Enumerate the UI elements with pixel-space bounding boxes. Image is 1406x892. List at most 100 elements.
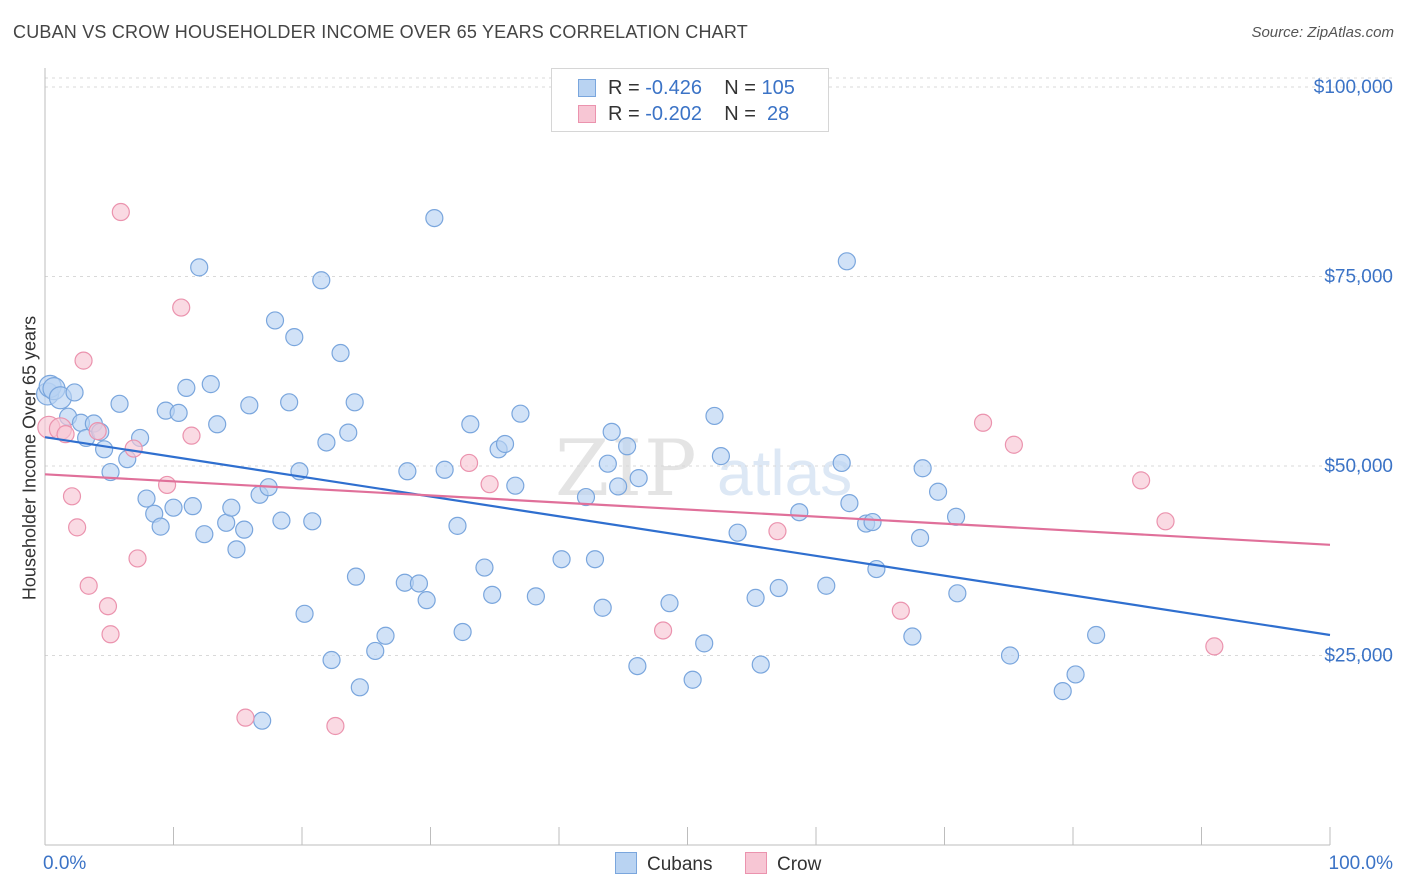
- cubans-point: [183, 497, 202, 516]
- cubans-point: [235, 520, 254, 539]
- cubans-point: [790, 503, 809, 522]
- cubans-point: [817, 576, 836, 595]
- legend-r-value-cubans: -0.426: [645, 77, 702, 99]
- cubans-point: [629, 469, 648, 488]
- cubans-point: [602, 422, 621, 441]
- cubans-points: [35, 208, 1106, 730]
- cubans-point: [65, 383, 84, 402]
- cubans-point: [285, 328, 304, 347]
- y-tick-label: $50,000: [1324, 456, 1393, 477]
- stats-legend: R = -0.426 N = 105 R = -0.202 N = 28: [551, 68, 829, 132]
- cubans-point: [253, 711, 272, 730]
- cubans-point: [303, 512, 322, 531]
- crow-point: [1205, 637, 1224, 656]
- cubans-point: [425, 208, 444, 228]
- crow-trend-line: [44, 473, 1331, 546]
- crow-point: [236, 708, 255, 727]
- cubans-point: [417, 591, 436, 610]
- crow-point: [653, 621, 673, 640]
- crow-point: [891, 601, 910, 620]
- crow-point: [68, 518, 87, 537]
- cubans-point: [593, 598, 612, 617]
- crow-point: [88, 422, 107, 441]
- crow-point: [62, 487, 82, 506]
- crow-point: [973, 413, 993, 432]
- cubans-point: [435, 460, 454, 479]
- cubans-point: [208, 415, 227, 434]
- cubans-point: [928, 482, 948, 501]
- cubans-point: [227, 540, 246, 559]
- cubans-point: [312, 271, 331, 290]
- cubans-point: [585, 550, 605, 569]
- crow-legend-swatch: [745, 852, 767, 874]
- crow-point: [98, 597, 118, 616]
- cubans-point: [903, 627, 922, 646]
- legend-row-cubans: R = -0.426 N = 105: [578, 77, 795, 99]
- crow-point: [111, 202, 130, 222]
- cubans-point: [840, 494, 859, 513]
- legend-n-value-cubans: 105: [761, 77, 795, 99]
- cubans-point: [1053, 682, 1072, 701]
- cubans-point: [769, 578, 788, 598]
- crow-point: [1132, 471, 1151, 490]
- cubans-point: [495, 434, 515, 454]
- crow-point: [1156, 512, 1175, 531]
- crow-point: [128, 549, 147, 568]
- cubans-point: [222, 498, 241, 517]
- cubans-point: [683, 670, 702, 689]
- cubans-point: [526, 587, 545, 606]
- cubans-point: [272, 511, 291, 530]
- cubans-point: [1066, 665, 1085, 684]
- cubans-point: [511, 404, 530, 423]
- cubans-point: [280, 393, 299, 412]
- cubans-point: [350, 678, 369, 697]
- cubans-point: [751, 655, 770, 674]
- cubans-point: [331, 343, 350, 363]
- cubans-point: [265, 311, 285, 330]
- cubans-point: [339, 423, 358, 442]
- cubans-point: [628, 657, 647, 676]
- legend-n-label-cubans: N =: [724, 77, 762, 99]
- cubans-point: [137, 489, 156, 508]
- crow-legend-label: Crow: [777, 854, 822, 875]
- crow-point: [157, 475, 177, 495]
- crow-point: [768, 522, 787, 541]
- cubans-point: [695, 634, 714, 653]
- cubans-point: [398, 462, 417, 481]
- cubans-point: [746, 588, 765, 607]
- cubans-point: [660, 594, 679, 613]
- y-tick-label: $25,000: [1324, 645, 1393, 666]
- cubans-point: [177, 378, 196, 397]
- source-label: Source: ZipAtlas.com: [1251, 24, 1394, 41]
- crow-point: [124, 439, 143, 458]
- crow-point: [79, 576, 98, 595]
- cubans-legend-swatch: [615, 852, 637, 874]
- cubans-point: [409, 574, 429, 593]
- cubans-point: [345, 393, 364, 412]
- cubans-point: [948, 584, 967, 603]
- cubans-point: [705, 406, 724, 426]
- crow-point: [480, 475, 499, 494]
- legend-r-label-cubans: R =: [608, 77, 646, 99]
- cubans-point: [711, 447, 731, 466]
- cubans-point: [322, 650, 341, 670]
- legend-r-value-crow: -0.202: [645, 103, 702, 125]
- crow-points: [37, 202, 1224, 736]
- y-tick-label: $75,000: [1324, 266, 1393, 287]
- cubans-point: [475, 558, 494, 577]
- cubans-point: [110, 394, 129, 413]
- legend-r-label-crow: R =: [608, 103, 646, 125]
- cubans-point: [376, 626, 395, 645]
- x-tick-label-min: 0.0%: [43, 853, 86, 874]
- cubans-point: [151, 517, 170, 536]
- x-tick-label-max: 100.0%: [1329, 853, 1394, 874]
- cubans-point: [867, 559, 886, 579]
- cubans-point: [453, 622, 472, 642]
- crow-point: [101, 625, 120, 644]
- cubans-point: [195, 525, 214, 544]
- cubans-legend-label: Cubans: [647, 854, 713, 875]
- cubans-swatch: [578, 79, 596, 97]
- chart-title: CUBAN VS CROW HOUSEHOLDER INCOME OVER 65…: [13, 22, 748, 42]
- cubans-point: [461, 415, 480, 434]
- cubans-point: [101, 462, 120, 482]
